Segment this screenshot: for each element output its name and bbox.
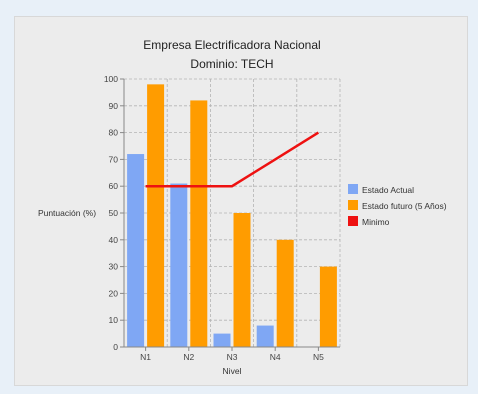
y-tick-label: 30 — [109, 262, 119, 272]
bar-futuro-n3 — [233, 213, 251, 347]
bar-futuro-n4 — [276, 239, 294, 347]
y-tick-label: 60 — [109, 181, 119, 191]
y-tick-label: 80 — [109, 128, 119, 138]
x-tick-label-n5: N5 — [313, 352, 324, 362]
bar-actual-n3 — [213, 333, 231, 347]
legend-swatch — [348, 216, 358, 226]
x-axis-ticks: N1 N2 N3 N4 N5 — [124, 346, 340, 362]
y-tick-label: 20 — [109, 288, 119, 298]
y-tick-label: 70 — [109, 154, 119, 164]
y-tick-label: 100 — [104, 74, 118, 84]
x-axis-label: Nivel — [223, 366, 242, 376]
y-tick-label: 10 — [109, 315, 119, 325]
y-tick-label: 40 — [109, 235, 119, 245]
y-axis-ticks: 0 10 20 30 40 50 60 70 80 90 100 — [104, 74, 125, 352]
x-tick-label-n1: N1 — [140, 352, 151, 362]
legend-swatch — [348, 200, 358, 210]
bar-futuro-n2 — [190, 100, 208, 347]
y-tick-label: 50 — [109, 208, 119, 218]
y-tick-label: 90 — [109, 101, 119, 111]
x-tick-label-n3: N3 — [227, 352, 238, 362]
line-series — [145, 131, 320, 188]
x-tick-label-n4: N4 — [270, 352, 281, 362]
y-tick-label: 0 — [113, 342, 118, 352]
chart-subtitle: Dominio: TECH — [190, 57, 273, 71]
x-tick-label-n2: N2 — [183, 352, 194, 362]
legend-swatch — [348, 184, 358, 194]
legend-label: Minimo — [362, 217, 390, 227]
chart-title: Empresa Electrificadora Nacional — [143, 38, 320, 52]
bar-actual-n2 — [170, 183, 188, 347]
legend: Estado Actual Estado futuro (5 Años) Minim… — [348, 184, 447, 227]
bar-actual-n4 — [256, 325, 274, 347]
legend-label: Estado futuro (5 Años) — [362, 201, 447, 211]
minimo-line — [145, 131, 320, 188]
bar-futuro-n1 — [147, 84, 165, 348]
y-axis-label: Puntuación (%) — [38, 208, 96, 218]
bar-futuro-n5 — [319, 266, 337, 347]
legend-label: Estado Actual — [362, 185, 414, 195]
bar-actual-n1 — [127, 154, 145, 347]
bar-series — [127, 84, 337, 348]
